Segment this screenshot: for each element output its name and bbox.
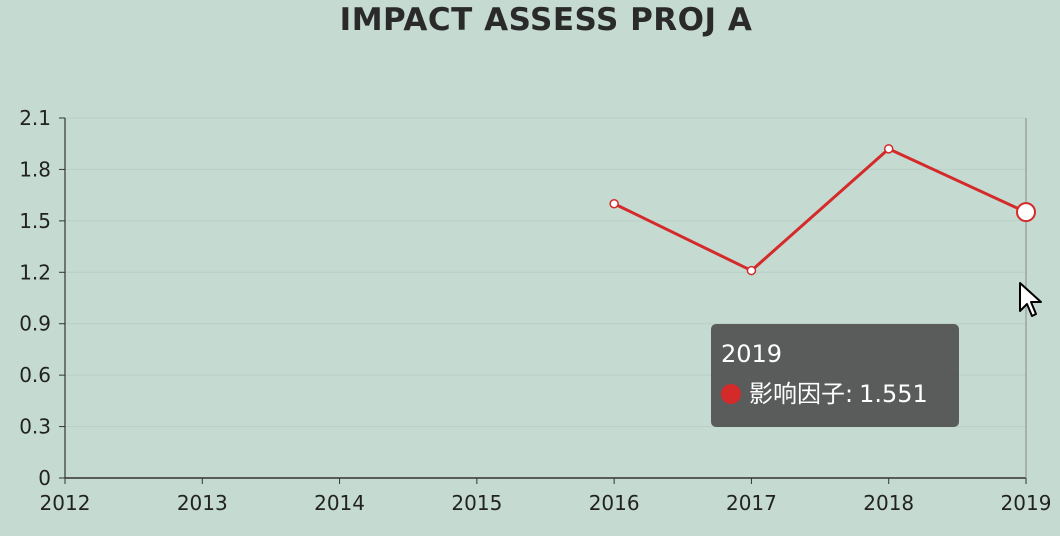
data-point bbox=[1016, 202, 1036, 223]
y-tick-label: 2.1 bbox=[19, 106, 51, 130]
y-tick-label: 1.5 bbox=[19, 209, 51, 233]
chart-title: IMPACT ASSESS PROJ A bbox=[339, 2, 753, 38]
tooltip: 2019 影响因子 : 1.551 bbox=[711, 324, 959, 427]
data-point bbox=[609, 198, 619, 209]
tooltip-separator: : bbox=[845, 380, 854, 408]
data-point bbox=[746, 265, 757, 276]
x-tick-label: 2016 bbox=[589, 491, 640, 515]
tooltip-row: 影响因子 : 1.551 bbox=[721, 378, 949, 410]
tooltip-title: 2019 bbox=[721, 340, 783, 368]
y-tick-label: 1.2 bbox=[19, 260, 51, 284]
y-tick-label: 0.3 bbox=[19, 415, 51, 439]
tooltip-series-name: 影响因子 bbox=[749, 380, 845, 408]
y-tick-label: 0.6 bbox=[19, 363, 51, 387]
x-tick-label: 2015 bbox=[451, 491, 502, 515]
x-tick-label: 2019 bbox=[1001, 491, 1052, 515]
y-tick-label: 0 bbox=[38, 466, 51, 490]
y-tick-label: 1.8 bbox=[19, 157, 51, 181]
x-tick-label: 2017 bbox=[726, 491, 777, 515]
x-tick-label: 2018 bbox=[863, 491, 914, 515]
series-line bbox=[613, 147, 1027, 273]
x-tick-label: 2012 bbox=[40, 491, 91, 515]
x-tick-label: 2013 bbox=[177, 491, 228, 515]
tooltip-value: 1.551 bbox=[859, 380, 928, 408]
tooltip-series-dot bbox=[721, 384, 741, 404]
x-tick-label: 2014 bbox=[314, 491, 365, 515]
y-tick-label: 0.9 bbox=[19, 312, 51, 336]
data-point bbox=[883, 144, 894, 154]
pointer-arrow-icon bbox=[1019, 282, 1042, 317]
